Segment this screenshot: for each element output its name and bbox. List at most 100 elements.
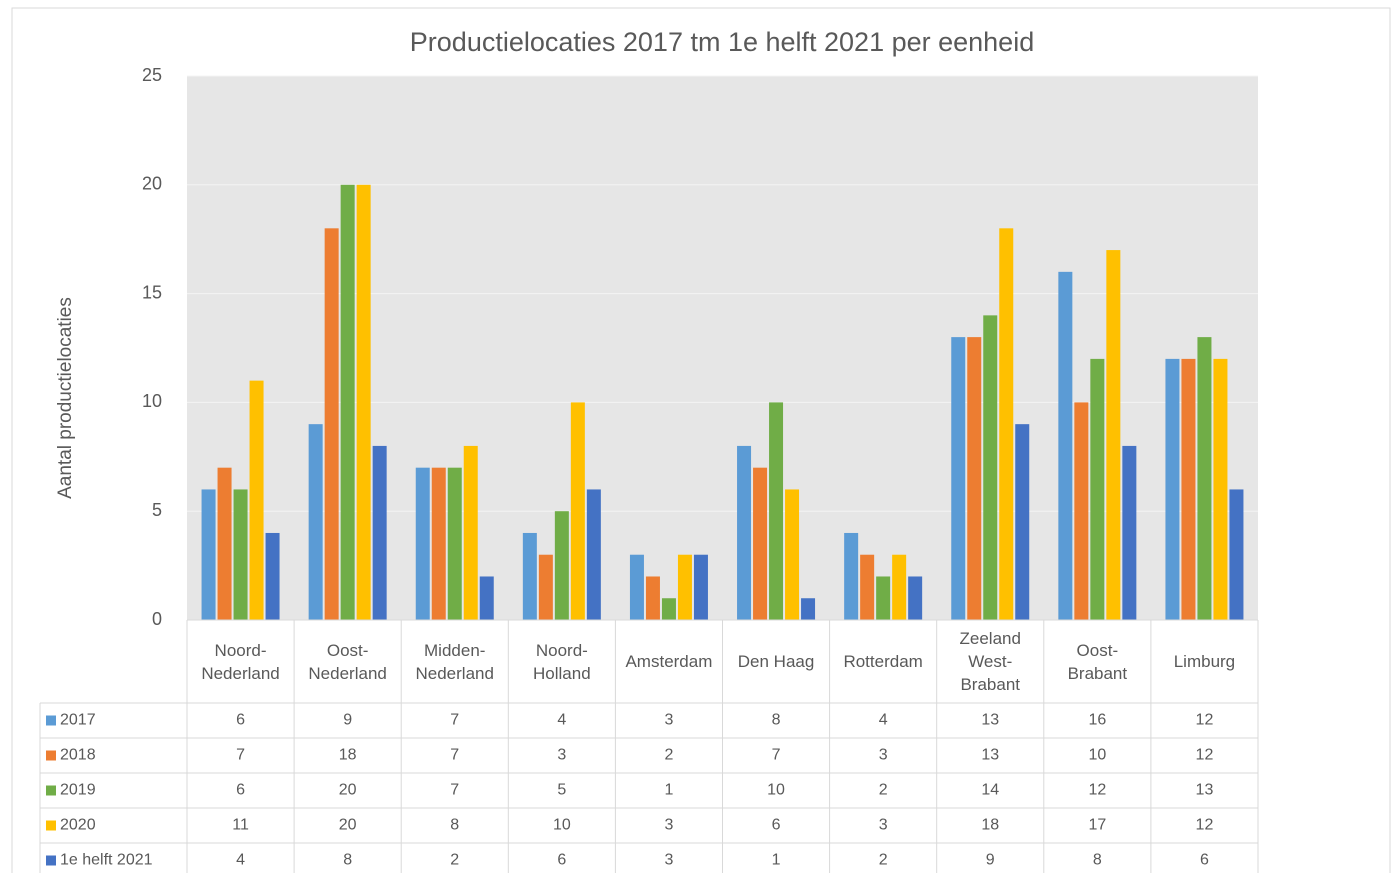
bar [1181, 358, 1196, 620]
table-value: 7 [450, 712, 459, 729]
table-value: 11 [232, 817, 249, 834]
bar [983, 315, 998, 620]
bar [265, 532, 280, 620]
x-tick-label: Zeeland West- Brabant [959, 629, 1021, 694]
table-value: 3 [664, 817, 673, 834]
table-value: 8 [1093, 852, 1102, 869]
bar [1165, 358, 1180, 620]
bar [554, 511, 569, 620]
legend-swatch [46, 855, 56, 866]
table-value: 3 [664, 712, 673, 729]
table-value: 9 [343, 712, 352, 729]
table-value: 7 [450, 782, 459, 799]
table-value: 1 [772, 852, 781, 869]
x-tick-label: Midden- Nederland [415, 640, 494, 683]
table-value: 2 [879, 852, 888, 869]
bar [951, 337, 966, 620]
bar [1213, 358, 1228, 620]
bar [967, 337, 982, 620]
bar [753, 467, 768, 620]
bar [908, 576, 923, 620]
bar [645, 576, 660, 620]
table-value: 18 [339, 747, 357, 764]
table-value: 3 [879, 747, 888, 764]
bar [844, 532, 859, 620]
chart-border [11, 7, 1391, 873]
table-value: 13 [1196, 782, 1214, 799]
table-value: 8 [450, 817, 459, 834]
chart-title: Productielocaties 2017 tm 1e helft 2021 … [410, 27, 1034, 57]
bar [677, 554, 692, 620]
table-value: 14 [981, 782, 999, 799]
table-value: 13 [981, 747, 999, 764]
bar [538, 554, 553, 620]
bar [463, 445, 478, 620]
bar [769, 402, 784, 620]
bar [693, 554, 708, 620]
y-axis-label: Aantal productielocaties [55, 297, 76, 499]
y-tick-label: 5 [152, 500, 162, 520]
x-tick-label: Limburg [1173, 652, 1236, 671]
table-value: 4 [879, 712, 888, 729]
table-value: 12 [1196, 817, 1214, 834]
bar [785, 489, 800, 620]
table-value: 3 [557, 747, 566, 764]
legend-swatch [46, 750, 56, 761]
bar [372, 445, 387, 620]
y-tick-label: 20 [142, 174, 162, 194]
table-value: 6 [1200, 852, 1209, 869]
bar [1106, 250, 1121, 620]
bar [1197, 337, 1212, 620]
bar [356, 184, 371, 621]
y-tick-label: 25 [142, 65, 162, 85]
table-value: 9 [986, 852, 995, 869]
table-value: 10 [767, 782, 785, 799]
table-value: 5 [557, 782, 566, 799]
bar [586, 489, 601, 620]
table-value: 7 [236, 747, 245, 764]
y-tick-label: 10 [142, 391, 162, 411]
y-tick-label: 15 [142, 282, 162, 302]
legend-label: 1e helft 2021 [60, 852, 153, 869]
table-value: 12 [1196, 712, 1214, 729]
table-value: 4 [557, 712, 566, 729]
x-tick-label: Amsterdam [625, 652, 713, 671]
table-value: 7 [450, 747, 459, 764]
bar [1122, 445, 1137, 620]
legend-label: 2018 [60, 747, 96, 764]
legend-swatch [46, 785, 56, 796]
x-tick-label: Noord- Holland [533, 640, 591, 683]
x-tick-label: Noord- Nederland [201, 640, 280, 683]
x-tick-label: Oost- Brabant [1067, 640, 1128, 683]
bar [801, 598, 816, 620]
table-value: 17 [1088, 817, 1106, 834]
legend-label: 2020 [60, 817, 96, 834]
table-value: 6 [772, 817, 781, 834]
x-tick-label: Oost- Nederland [308, 640, 387, 683]
table-value: 6 [236, 782, 245, 799]
bar [1090, 358, 1105, 620]
bar [201, 489, 216, 620]
bar [860, 554, 875, 620]
bar [340, 184, 355, 621]
bar [415, 467, 430, 620]
legend-swatch [46, 715, 56, 726]
bar [447, 467, 462, 620]
bar [1074, 402, 1089, 620]
bar [479, 576, 494, 620]
bar [431, 467, 446, 620]
table-value: 2 [879, 782, 888, 799]
bar [1015, 424, 1030, 620]
table-value: 8 [772, 712, 781, 729]
table-value: 1 [664, 782, 673, 799]
table-value: 3 [664, 852, 673, 869]
table-value: 12 [1196, 747, 1214, 764]
table-value: 2 [450, 852, 459, 869]
bar [629, 554, 644, 620]
bar [876, 576, 891, 620]
x-tick-label: Rotterdam [843, 652, 923, 671]
table-value: 6 [236, 712, 245, 729]
bar [324, 228, 339, 620]
